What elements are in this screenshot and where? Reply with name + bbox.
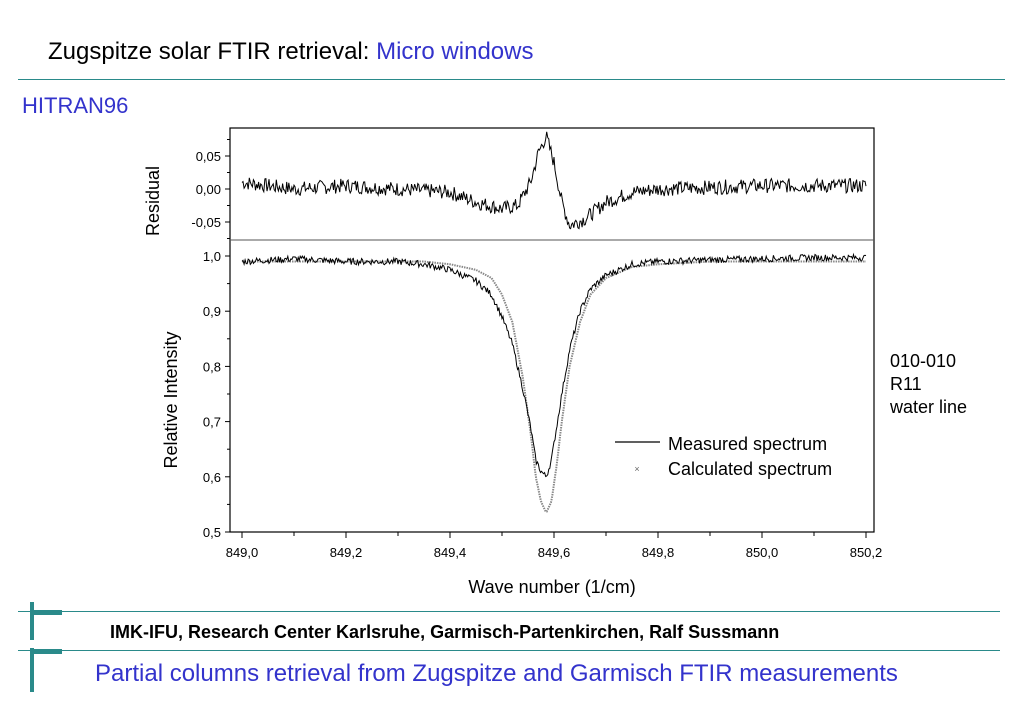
spectrum-ytick-label: 0,7 bbox=[203, 415, 221, 430]
x-axis-label: Wave number (1/cm) bbox=[468, 577, 635, 597]
annotation-line-1: 010-010 bbox=[890, 351, 957, 371]
spectrum-ytick-label: 0,5 bbox=[203, 525, 221, 540]
legend-calculated-swatch: × bbox=[634, 464, 639, 474]
legend-measured-label: Measured spectrum bbox=[668, 434, 827, 454]
xtick-label: 850,0 bbox=[746, 545, 779, 560]
annotation-line-3: water line bbox=[890, 397, 968, 417]
calculated-spectrum-line bbox=[242, 260, 866, 513]
xtick-label: 849,4 bbox=[434, 545, 467, 560]
corner-mark-top-vertical bbox=[30, 602, 34, 640]
xtick-label: 849,0 bbox=[226, 545, 259, 560]
annotation-line-2: R11 bbox=[890, 374, 922, 394]
spectrum-ytick-label: 0,8 bbox=[203, 359, 221, 374]
footer-rule-bottom bbox=[18, 650, 1000, 651]
residual-ytick-label: -0,05 bbox=[191, 215, 221, 230]
residual-ytick-label: 0,00 bbox=[196, 182, 221, 197]
footer-rule-top bbox=[18, 611, 1000, 612]
spectrum-axis-label: Relative Intensity bbox=[161, 331, 181, 468]
title-accent: Micro windows bbox=[376, 38, 534, 65]
spectrum-ytick-label: 0,9 bbox=[203, 304, 221, 319]
corner-mark-top-horizontal bbox=[30, 610, 62, 615]
measured-spectrum-line bbox=[241, 252, 867, 478]
corner-mark-bottom-vertical bbox=[30, 648, 34, 692]
xtick-label: 849,6 bbox=[538, 545, 571, 560]
residual-ytick-label: 0,05 bbox=[196, 149, 221, 164]
page-title: Zugspitze solar FTIR retrieval: Micro wi… bbox=[48, 38, 533, 66]
title-prefix: Zugspitze solar FTIR retrieval: bbox=[48, 38, 377, 65]
subtitle: HITRAN96 bbox=[22, 93, 129, 118]
footer-institute: IMK-IFU, Research Center Karlsruhe, Garm… bbox=[110, 622, 780, 642]
title-rule bbox=[18, 79, 1005, 80]
residual-axis-label: Residual bbox=[143, 166, 163, 236]
legend-calculated-label: Calculated spectrum bbox=[668, 459, 832, 479]
residual-line bbox=[241, 131, 867, 230]
footer-project: Partial columns retrieval from Zugspitze… bbox=[95, 660, 898, 687]
plot-frame bbox=[229, 127, 875, 533]
corner-mark-bottom-horizontal bbox=[30, 649, 62, 654]
spectrum-ytick-label: 0,6 bbox=[203, 470, 221, 485]
xtick-label: 849,8 bbox=[642, 545, 675, 560]
spectrum-ytick-label: 1,0 bbox=[203, 249, 221, 264]
xtick-label: 849,2 bbox=[330, 545, 363, 560]
line-annotation: 010-010 R11 water line bbox=[890, 350, 967, 419]
xtick-label: 850,2 bbox=[850, 545, 883, 560]
